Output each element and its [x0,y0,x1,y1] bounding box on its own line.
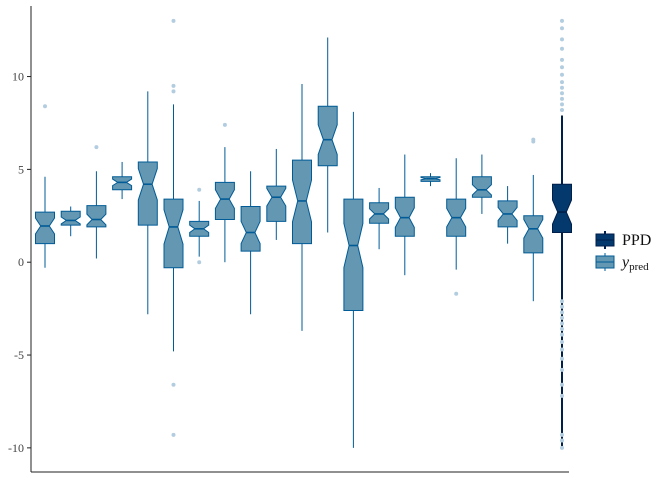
y-tick-label: 0 [18,255,24,269]
ypred-outlier-point [171,382,176,387]
ppd-outlier-point [560,382,564,387]
ppd-outlier-point [560,80,564,85]
ppd-outlier-point [560,96,564,101]
ppd-outlier-point [560,321,564,326]
ppd-outlier-point [560,393,564,398]
ppd-outlier-point [560,57,564,62]
legend-label: ypred [620,254,649,273]
ypred-outlier-point [43,104,47,109]
ppd-outlier-point [560,299,564,304]
ppd-outlier-point [560,85,564,90]
ypred-box-body [523,215,544,254]
ppd-outlier-point [560,332,564,337]
ypred-box-body [214,181,235,220]
ypred-box-body [35,211,55,245]
legend-item-ypred: ypred [595,253,649,273]
ppd-outlier-point [560,37,564,42]
ppd-outlier-point [560,107,564,112]
ypred-box-body [343,198,364,311]
ypred-outlier-point [171,432,176,437]
ypred-outlier-point [531,139,536,144]
ypred-box-6 [189,187,210,265]
ppd-outlier-point [560,340,564,345]
ppd-outlier-point [560,445,564,450]
ypred-box-18 [497,186,518,244]
ppd-outlier-point [560,18,564,23]
ypred-box-body [292,159,312,245]
ypred-box-7 [214,122,235,263]
y-tick-label: -10 [8,441,24,455]
ypred-box-2 [86,145,107,259]
ppd-outlier-point [560,327,564,332]
ypred-box-8 [240,171,261,315]
ppd-box-0 [552,18,572,450]
ppd-outlier-point [560,102,564,107]
ppd-outlier-point [560,347,564,352]
ypred-box-body [369,202,390,224]
ypred-outlier-point [171,18,176,23]
ypred-outlier-point [222,122,227,127]
ypred-outlier-point [197,187,202,192]
ypred-box-body [471,176,492,198]
ypred-box-9 [266,148,287,240]
ypred-box-body [240,206,261,252]
legend-item-ppd: PPD [595,231,651,249]
ypred-box-0 [35,104,55,268]
ypred-box-16 [446,158,467,296]
ypred-box-body [317,105,338,167]
ypred-box-19 [523,137,544,302]
plot-area [35,18,572,450]
ypred-box-11 [317,37,338,233]
ypred-box-15 [420,173,441,187]
ppd-outlier-point [560,310,564,315]
y-tick-label: 5 [18,162,24,176]
ypred-box-body [86,205,107,228]
ypred-box-13 [369,187,390,250]
ppd-outlier-point [560,356,564,361]
ppd-outlier-point [560,72,564,77]
legend-label: PPD [622,232,651,249]
y-tick-label: -5 [14,348,24,362]
ypred-box-body [137,161,158,226]
ppd-outlier-point [560,46,564,51]
ypred-box-4 [137,91,158,315]
ppd-outlier-point [560,26,564,31]
ypred-box-12 [343,111,364,448]
ypred-box-body [266,185,287,222]
ypred-outlier-point [454,291,459,296]
axes: -10 -5 0 5 10 [8,6,569,473]
ppd-box-body [552,183,572,233]
ypred-box-14 [394,154,415,276]
ypred-box-3 [112,161,133,200]
ppd-outlier-point [560,315,564,320]
ypred-box-body [112,176,133,191]
ppd-outlier-point [560,367,564,372]
ppd-outlier-point [560,91,564,96]
ypred-box-10 [292,83,312,331]
ypred-box-body [163,198,184,269]
ppd-outlier-point [560,65,564,70]
ppd-outlier-point [560,438,564,443]
ppd-outlier-point [560,304,564,309]
ypred-outlier-point [171,89,176,94]
legend: PPD ypred [595,231,651,273]
ypred-outlier-point [94,145,99,150]
ypred-box-body [394,196,415,237]
y-tick-label: 10 [12,70,24,84]
ppd-outlier-point [560,432,564,437]
ypred-box-1 [60,206,81,237]
ypred-box-17 [471,154,492,214]
ypred-box-5 [163,18,184,437]
ypred-outlier-point [171,83,176,88]
ypred-box-body [60,210,81,226]
ypred-outlier-point [197,260,202,265]
